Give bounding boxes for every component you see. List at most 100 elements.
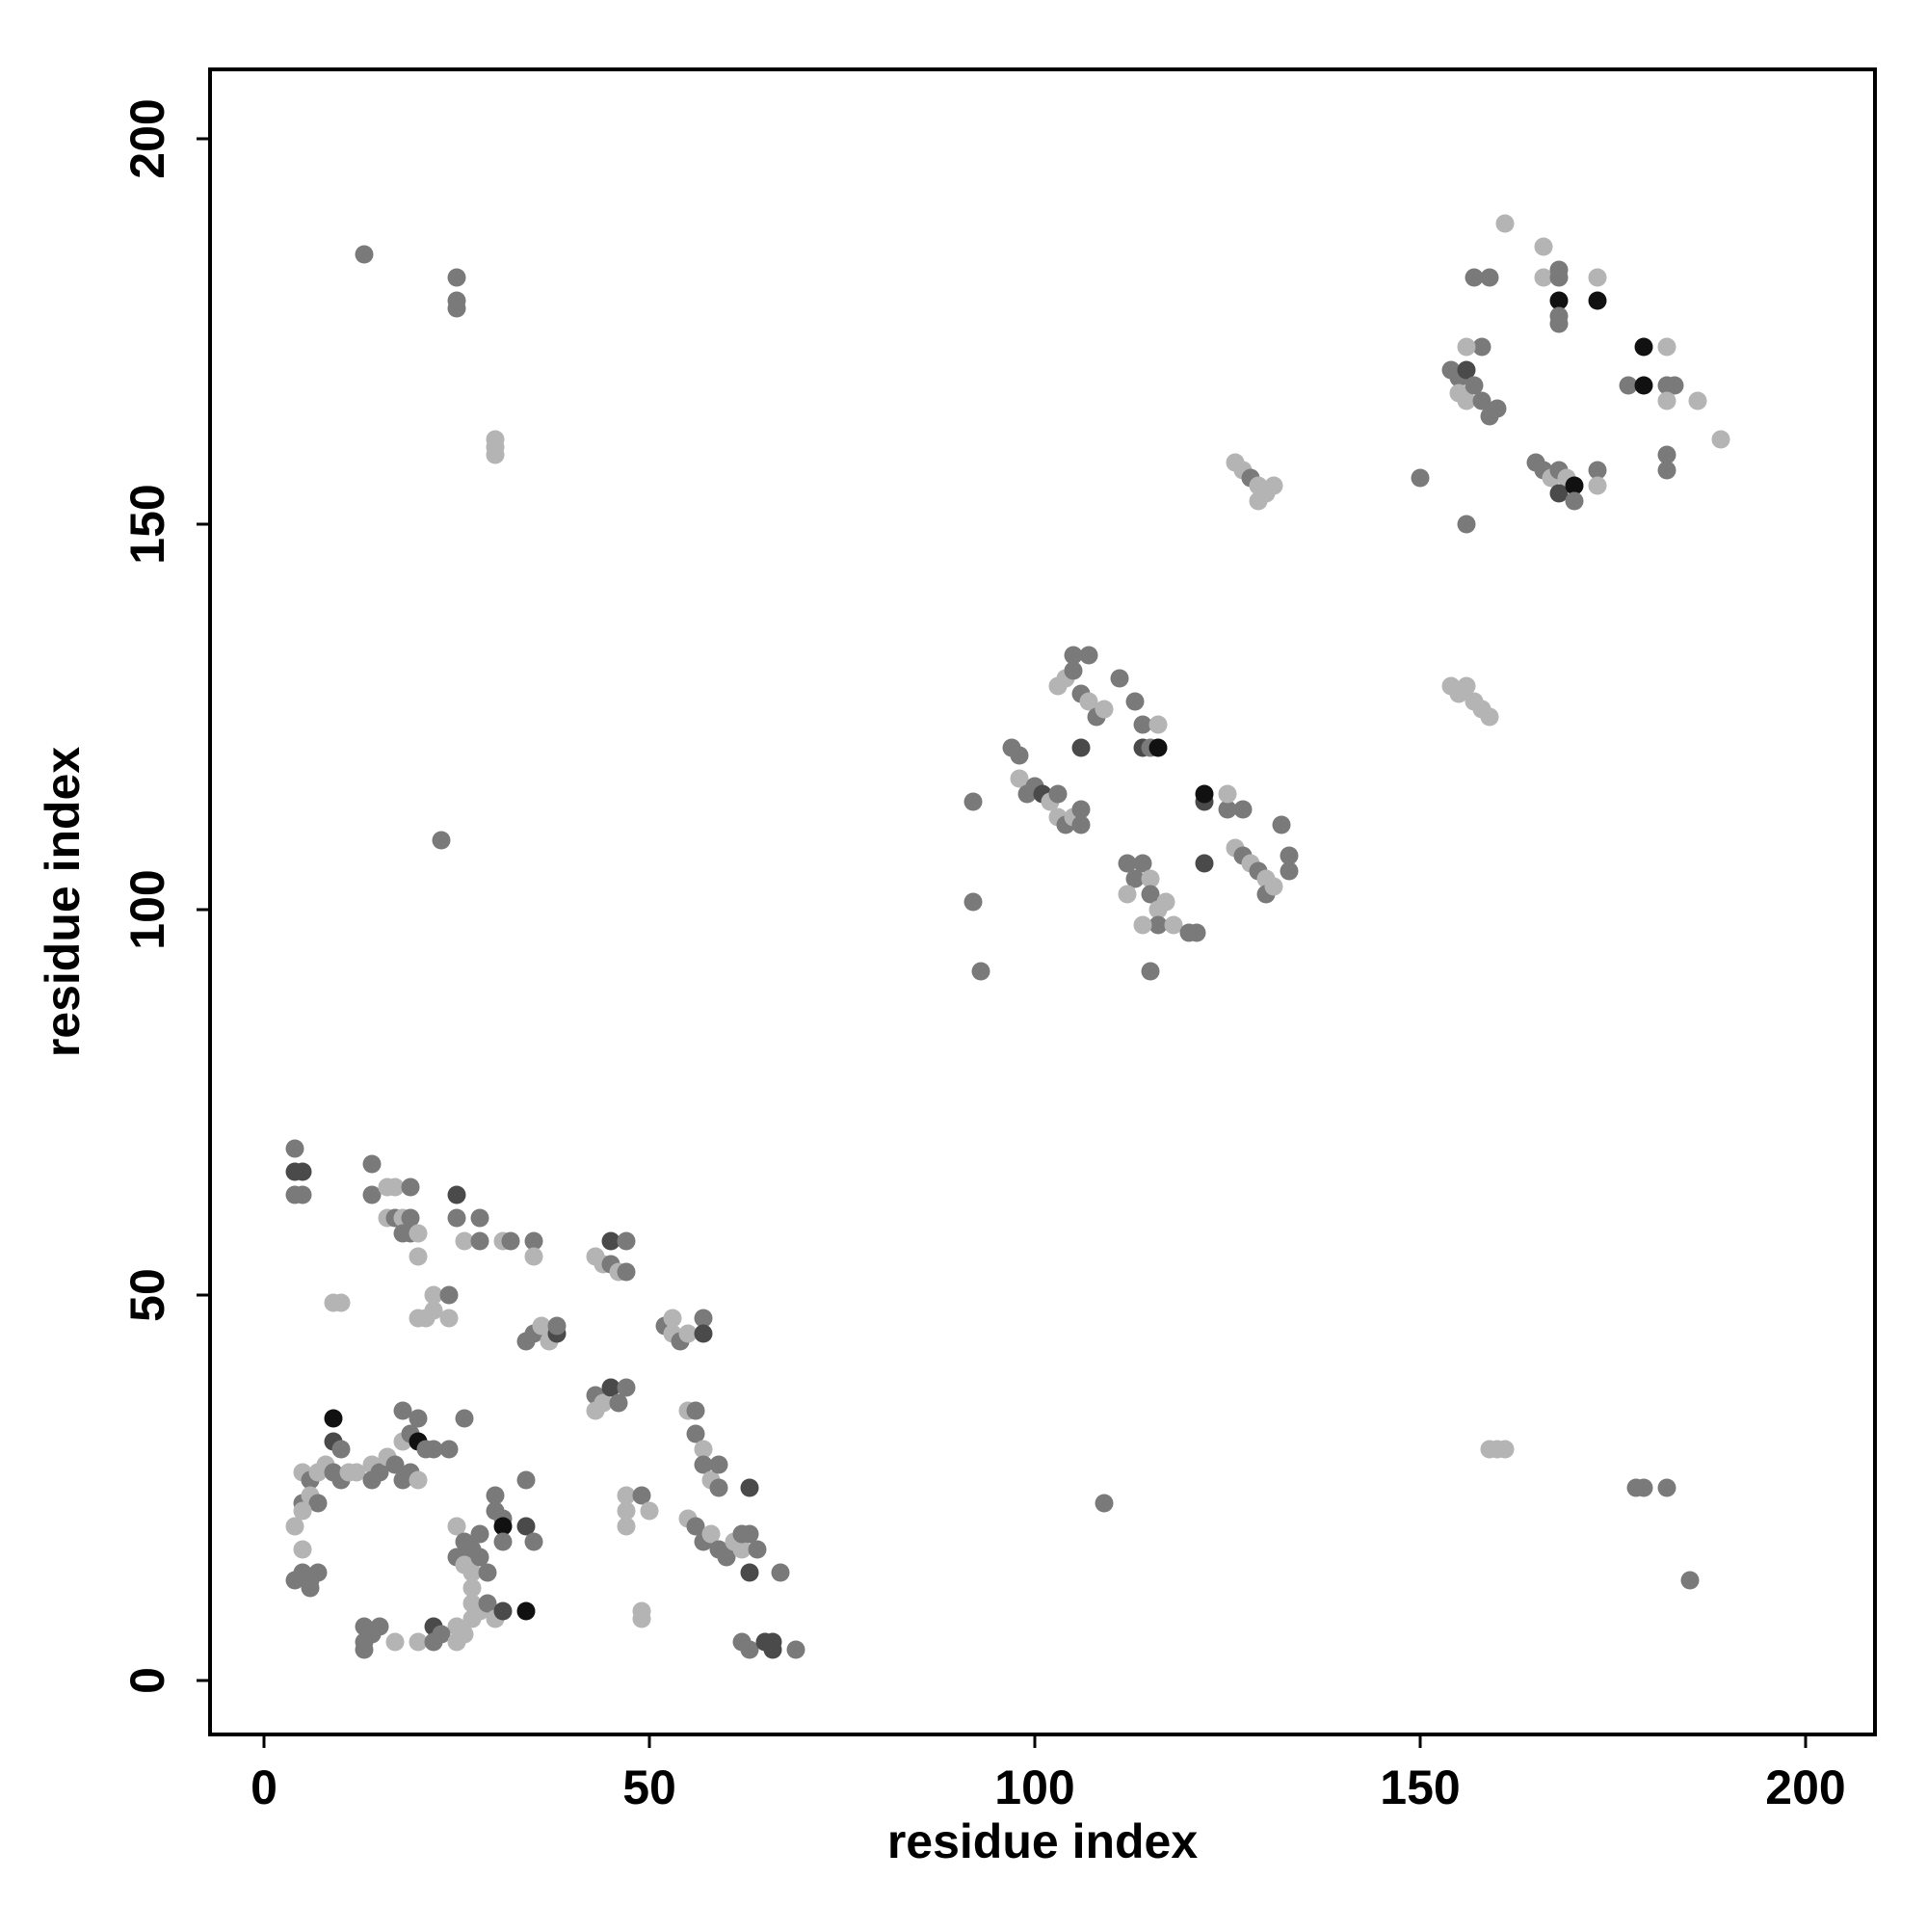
data-point: [1071, 800, 1091, 819]
data-point: [516, 1601, 536, 1621]
data-point: [632, 1486, 651, 1505]
data-point: [424, 1285, 443, 1305]
data-point: [709, 1478, 728, 1497]
data-point: [609, 1393, 628, 1413]
data-point: [617, 1262, 636, 1282]
data-point: [293, 1540, 312, 1559]
data-point: [1634, 1478, 1653, 1497]
x-tick-label: 50: [622, 1760, 676, 1814]
data-point: [1495, 214, 1515, 233]
data-point: [1095, 1494, 1114, 1513]
data-point: [1133, 915, 1152, 935]
data-point: [532, 1316, 551, 1336]
data-point: [439, 1440, 459, 1459]
data-point: [524, 1231, 543, 1251]
data-point: [964, 792, 983, 811]
data-point: [1125, 692, 1145, 711]
data-point: [1588, 291, 1607, 310]
data-point: [1095, 700, 1114, 719]
data-point: [362, 1470, 382, 1490]
data-point: [1195, 854, 1214, 873]
data-point: [470, 1208, 489, 1228]
data-point: [1634, 376, 1653, 395]
data-point: [1272, 815, 1291, 834]
data-point: [462, 1563, 482, 1582]
data-point: [409, 1409, 428, 1428]
x-tick-label: 150: [1380, 1760, 1460, 1814]
data-point: [1472, 391, 1491, 410]
data-point: [594, 1393, 613, 1413]
data-point: [1657, 445, 1676, 464]
y-tick-label: 0: [120, 1667, 174, 1694]
data-point: [1010, 746, 1029, 765]
data-point: [1148, 738, 1168, 757]
data-point: [1457, 515, 1476, 534]
data-point: [1233, 800, 1253, 819]
data-point: [385, 1455, 405, 1474]
data-point: [1549, 268, 1569, 287]
data-point: [1071, 815, 1091, 834]
data-point: [439, 1309, 459, 1328]
data-point: [740, 1478, 759, 1497]
data-point: [455, 1231, 474, 1251]
data-point: [1079, 692, 1098, 711]
data-point: [663, 1309, 682, 1328]
data-point: [678, 1324, 698, 1343]
data-point: [1472, 337, 1491, 357]
data-point: [486, 1486, 505, 1505]
data-point: [1588, 268, 1607, 287]
data-point: [1071, 738, 1091, 757]
data-point: [1110, 669, 1129, 688]
data-point: [1010, 769, 1029, 788]
data-point: [740, 1563, 759, 1582]
data-point: [409, 1224, 428, 1243]
data-point: [447, 1208, 466, 1228]
data-point: [1048, 784, 1068, 804]
data-point: [1411, 468, 1430, 488]
data-point: [524, 1247, 543, 1266]
y-tick-label: 100: [120, 869, 174, 949]
data-point: [640, 1501, 659, 1521]
data-point: [462, 1578, 482, 1598]
data-point: [285, 1139, 304, 1158]
data-points: [285, 214, 1730, 1659]
data-point: [439, 1285, 459, 1305]
data-point: [632, 1609, 651, 1628]
x-tick-label: 0: [251, 1760, 277, 1814]
data-point: [964, 892, 983, 912]
data-point: [701, 1524, 721, 1544]
y-tick-label: 50: [120, 1268, 174, 1322]
plot-frame: [208, 67, 1877, 1736]
data-point: [424, 1301, 443, 1320]
x-axis-label: residue index: [887, 1814, 1199, 1868]
data-point: [347, 1463, 366, 1482]
data-point: [1465, 376, 1484, 395]
data-point: [1133, 715, 1152, 734]
data-point: [301, 1578, 320, 1598]
data-point: [709, 1455, 728, 1474]
data-point: [1534, 268, 1553, 287]
data-point: [385, 1632, 405, 1652]
data-point: [1688, 391, 1707, 410]
data-point: [424, 1440, 443, 1459]
data-point: [1588, 461, 1607, 480]
data-point: [355, 245, 374, 264]
x-tick-label: 200: [1765, 1760, 1845, 1814]
data-point: [1657, 337, 1676, 357]
data-point: [1465, 268, 1484, 287]
y-tick-label: 150: [120, 484, 174, 564]
data-point: [1619, 376, 1638, 395]
data-point: [409, 1470, 428, 1490]
data-point: [370, 1617, 389, 1636]
data-point: [1457, 676, 1476, 696]
x-tick-label: 100: [994, 1760, 1074, 1814]
data-point: [763, 1632, 782, 1652]
data-point: [617, 1378, 636, 1397]
data-point: [470, 1231, 489, 1251]
data-point: [686, 1424, 705, 1443]
data-point: [1164, 915, 1183, 935]
data-point: [1534, 237, 1553, 256]
data-point: [1480, 707, 1499, 727]
